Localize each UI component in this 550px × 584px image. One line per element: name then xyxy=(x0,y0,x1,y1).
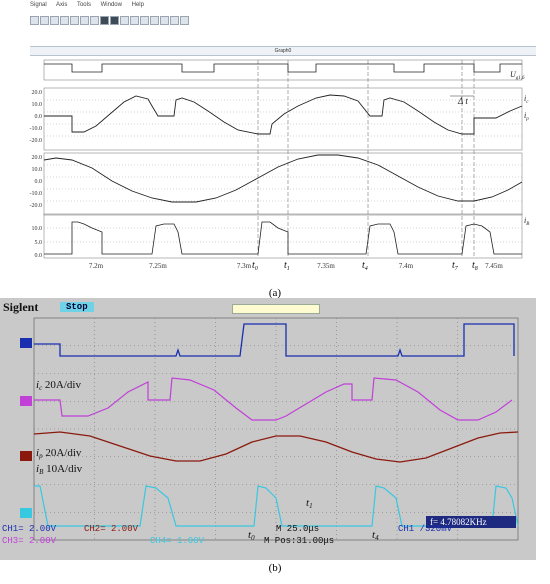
ib-tick: 5.0 xyxy=(35,240,43,246)
ip-tick: 10.0 xyxy=(32,167,43,173)
ib-trace xyxy=(44,221,522,255)
menu-bar: Signal Axis Tools Window Help xyxy=(30,2,152,12)
ch1-trace xyxy=(34,323,515,357)
caption-b: (b) xyxy=(268,562,282,574)
simulation-window: Signal Axis Tools Window Help Graph0 xyxy=(26,0,536,288)
x-tick: 7.3m xyxy=(237,262,252,270)
toolbar-button[interactable] xyxy=(30,15,39,25)
toolbar-button[interactable] xyxy=(110,15,119,25)
ip-channel-label: ip 20A/div xyxy=(36,447,82,460)
x-tick: 7.2m xyxy=(89,262,104,270)
toolbar-button[interactable] xyxy=(120,15,129,25)
ib-tick: 0.0 xyxy=(35,253,43,259)
scope-plot: ic 20A/div ip 20A/div iB 10A/div t1 t0 t… xyxy=(20,317,519,542)
ic-channel-label: ic 20A/div xyxy=(36,379,81,392)
menu-help[interactable]: Help xyxy=(131,2,144,8)
x-tick: 7.25m xyxy=(149,262,167,270)
ip-label: ip xyxy=(524,111,529,122)
ic-plot-frame xyxy=(43,87,523,151)
x-tick: 7.35m xyxy=(317,262,335,270)
ch3-trace xyxy=(34,377,513,421)
trigger-setting: CH1 /320mV xyxy=(398,524,453,534)
ic-tick: 0.0 xyxy=(35,114,43,120)
menu-tools[interactable]: Tools xyxy=(76,2,91,8)
x-tick: 7.45m xyxy=(485,262,503,270)
timebase: M 25.0μs xyxy=(276,524,320,534)
ic-label: ic xyxy=(524,94,529,105)
horizontal-position: M Pos:31.00μs xyxy=(264,536,335,546)
menu-signal[interactable]: Signal xyxy=(30,2,47,8)
frequency-readout: f= 4.78082KHz xyxy=(430,517,487,527)
oscilloscope-screen: Siglent Stop ic 20A/div ip 20A/div iB 10… xyxy=(0,298,536,560)
time-mark-t0: t0 xyxy=(252,260,258,272)
toolbar-button[interactable] xyxy=(150,15,159,25)
toolbar-button[interactable] xyxy=(60,15,69,25)
ip-tick: 20.0 xyxy=(32,155,43,161)
ip-trace xyxy=(43,154,523,203)
ch2-scale: CH2= 2.00V xyxy=(84,524,139,534)
ch1-scale: CH1= 2.00V xyxy=(2,524,57,534)
scope-time-mark-t0: t0 xyxy=(248,529,255,542)
gate-trace xyxy=(44,63,522,73)
toolbar-button[interactable] xyxy=(170,15,179,25)
ch4-scale: CH4= 1.00V xyxy=(150,536,205,546)
ip-plot-frame xyxy=(43,152,523,216)
toolbar-button[interactable] xyxy=(40,15,49,25)
time-mark-t7: t7 xyxy=(452,260,459,272)
brand-label: Siglent xyxy=(3,300,39,314)
ic-tick: -20.0 xyxy=(30,138,43,144)
toolbar-button[interactable] xyxy=(70,15,79,25)
toolbar-button[interactable] xyxy=(160,15,169,25)
ic-tick: -10.0 xyxy=(30,126,43,132)
toolbar-button[interactable] xyxy=(130,15,139,25)
gate-plot-frame xyxy=(43,59,523,81)
ic-trace xyxy=(44,94,523,135)
scope-time-mark-t4: t4 xyxy=(372,529,379,542)
run-stop-status[interactable]: Stop xyxy=(60,302,94,312)
toolbar-button[interactable] xyxy=(80,15,89,25)
simulation-plots: 20.0 10.0 0.0 -10.0 -20.0 20.0 10.0 0.0 … xyxy=(30,59,529,272)
ip-tick: -10.0 xyxy=(30,191,43,197)
ch3-scale: CH3= 2.00V xyxy=(2,536,57,546)
ip-tick: 0.0 xyxy=(35,179,43,185)
ic-tick: 20.0 xyxy=(32,90,43,96)
gate-label: Ug1,6 xyxy=(510,70,525,81)
ch4-trace xyxy=(34,485,519,527)
frequency-readout-bg xyxy=(426,516,516,528)
time-mark-t4: t4 xyxy=(362,260,368,272)
ip-tick: -20.0 xyxy=(30,203,43,209)
trigger-position-bar xyxy=(232,304,320,314)
toolbar-button[interactable] xyxy=(50,15,59,25)
graph-title: Graph0 xyxy=(30,46,536,56)
toolbar xyxy=(30,11,530,29)
menu-axis[interactable]: Axis xyxy=(56,2,68,8)
ch2-marker xyxy=(20,451,32,461)
ib-label: iB xyxy=(524,216,529,227)
scope-time-mark-t1: t1 xyxy=(306,497,313,510)
ib-plot-frame xyxy=(43,213,523,259)
ch4-marker xyxy=(20,508,32,518)
ic-tick: 10.0 xyxy=(32,102,43,108)
delta-t-label: Δ t xyxy=(457,96,468,106)
toolbar-button[interactable] xyxy=(100,15,109,25)
x-tick: 7.4m xyxy=(399,262,414,270)
time-mark-t8: t8 xyxy=(472,260,478,272)
menu-window[interactable]: Window xyxy=(100,2,122,8)
caption-a: (a) xyxy=(268,287,282,299)
toolbar-button[interactable] xyxy=(180,15,189,25)
toolbar-button[interactable] xyxy=(140,15,149,25)
toolbar-button[interactable] xyxy=(90,15,99,25)
ib-tick: 10.0 xyxy=(32,226,43,232)
ch3-marker xyxy=(20,396,32,406)
ch2-trace xyxy=(33,431,519,463)
ch1-marker xyxy=(20,338,32,348)
ib-channel-label: iB 10A/div xyxy=(36,463,83,476)
time-mark-t1: t1 xyxy=(284,260,290,272)
